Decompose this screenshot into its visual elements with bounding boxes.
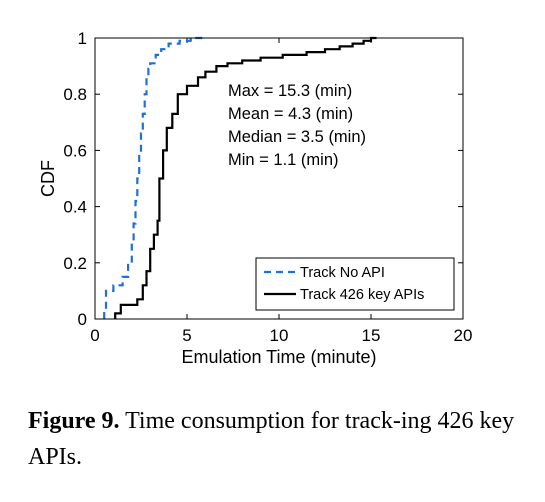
y-tick-label: 0.2 [63, 254, 87, 273]
y-tick-label: 0.8 [63, 85, 87, 104]
y-tick-label: 0.6 [63, 141, 87, 160]
x-tick-label: 10 [270, 326, 289, 345]
y-tick-label: 1 [78, 29, 87, 48]
y-axis-label: CDF [38, 160, 58, 197]
y-tick-label: 0.4 [63, 198, 87, 217]
x-tick-label: 5 [182, 326, 191, 345]
x-tick-label: 20 [454, 326, 473, 345]
stat-line: Max = 15.3 (min) [228, 82, 352, 100]
legend-entry-track-426-key-apis: Track 426 key APIs [300, 287, 424, 303]
tick-layer: 0 5 10 15 20 0 0.2 0.4 0.6 0.8 1 [63, 29, 472, 345]
cdf-chart: 0 5 10 15 20 0 0.2 0.4 0.6 0.8 1 CDF Emulation Tim… [38, 29, 472, 367]
series-layer [103, 36, 377, 319]
stat-line: Median = 3.5 (min) [228, 128, 366, 146]
x-tick-label: 15 [362, 326, 381, 345]
series-line-track-426-key-apis [114, 36, 377, 319]
figure-label: Figure 9. [28, 408, 120, 434]
figure-caption: Figure 9. Time consumption for track-ing… [28, 403, 528, 475]
stats-annotation: Max = 15.3 (min) Mean = 4.3 (min) Median =… [228, 82, 366, 169]
legend: Track No API Track 426 key APIs [255, 257, 455, 311]
series-line-track-no-api [103, 36, 206, 319]
x-axis-label: Emulation Time (minute) [181, 347, 376, 367]
y-tick-label: 0 [78, 310, 87, 329]
legend-box [255, 257, 455, 311]
stat-line: Mean = 4.3 (min) [228, 105, 353, 123]
legend-entry-track-no-api: Track No API [300, 265, 385, 281]
plot-frame [94, 37, 464, 320]
caption-text: Time consumption for track-ing 426 key A… [28, 408, 515, 470]
stat-line: Min = 1.1 (min) [228, 151, 339, 169]
x-tick-label: 0 [90, 326, 99, 345]
